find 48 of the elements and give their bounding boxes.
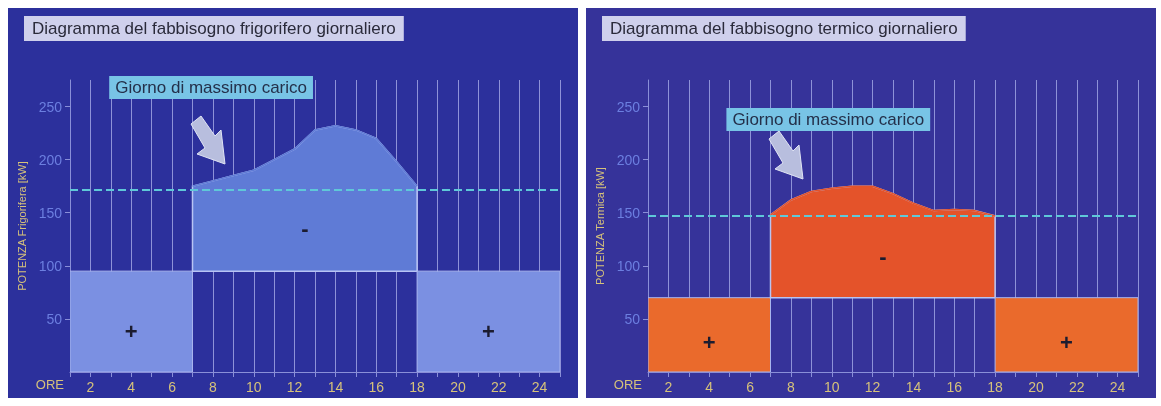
x-tick-label: 24 (531, 379, 548, 395)
y-axis-title: POTENZA Frigorifera [kW] (16, 161, 29, 291)
x-tick-label: 14 (327, 379, 344, 395)
x-tick-label: 8 (209, 379, 218, 395)
x-tick-label: 14 (905, 379, 922, 395)
x-tick-label: 24 (1109, 379, 1126, 395)
annotation: Giorno di massimo carico (732, 110, 925, 129)
x-tick-label: 2 (664, 379, 673, 395)
x-tick-label: 18 (987, 379, 1004, 395)
x-tick-label: 16 (368, 379, 385, 395)
y-axis-title: POTENZA Termica [kW] (594, 167, 607, 285)
y-tick-label: 200 (38, 151, 63, 168)
y-tick-label: 100 (616, 257, 641, 274)
annotation: + (482, 319, 495, 345)
y-tick-label: 250 (616, 98, 641, 115)
chart-title: Diagramma del fabbisogno frigorifero giornaliero (32, 19, 396, 38)
x-tick-label: 12 (864, 379, 881, 395)
x-tick-label: 4 (705, 379, 714, 395)
y-tick-label: 150 (38, 204, 63, 221)
x-tick-label: 22 (490, 379, 507, 395)
x-tick-label: 6 (746, 379, 755, 395)
x-tick-label: 20 (450, 379, 466, 395)
annotation: - (301, 216, 309, 242)
annotation: Giorno di massimo carico (115, 78, 307, 97)
annotation: + (124, 319, 138, 345)
y-tick-label: 200 (616, 151, 641, 168)
x-tick-label: 10 (823, 379, 840, 395)
x-tick-label: 2 (86, 379, 95, 395)
x-tick-label: 18 (409, 379, 426, 395)
y-tick-label: 100 (38, 257, 63, 274)
x-tick-label: 4 (127, 379, 136, 395)
x-tick-label: 6 (168, 379, 177, 395)
x-tick-label: 10 (245, 379, 262, 395)
y-tick-label: 250 (38, 98, 63, 115)
x-tick-label: 12 (286, 379, 303, 395)
y-tick-label: 50 (624, 310, 641, 327)
annotation: - (879, 244, 887, 270)
x-axis-title: ORE (613, 377, 643, 392)
x-tick-label: 20 (1028, 379, 1044, 395)
y-tick-label: 150 (616, 204, 641, 221)
chart-title: Diagramma del fabbisogno termico giornaliero (610, 19, 958, 38)
x-axis-title: ORE (35, 377, 65, 392)
x-tick-label: 8 (787, 379, 796, 395)
annotation: + (702, 329, 716, 355)
x-tick-label: 22 (1068, 379, 1085, 395)
y-tick-label: 50 (46, 310, 63, 327)
x-tick-label: 16 (946, 379, 963, 395)
annotation: + (1060, 329, 1073, 355)
